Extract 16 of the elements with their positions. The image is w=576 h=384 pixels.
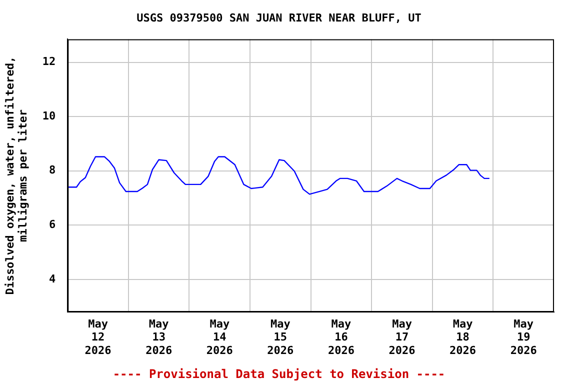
y-tick-label: 10 [42, 109, 56, 122]
x-tick-label: May 18 2026 [450, 317, 476, 357]
x-tick-label: May 15 2026 [267, 317, 294, 357]
y-tick-label: 12 [42, 55, 56, 68]
x-tick-label: May 13 2026 [146, 317, 172, 357]
x-tick-label: May 16 2026 [328, 317, 355, 357]
y-tick-label: 4 [49, 272, 56, 286]
x-tick-label: May 19 2026 [510, 317, 538, 357]
y-axis-title: Dissolved oxygen, water, unfiltered, milligrams per liter [3, 56, 30, 295]
x-tick-label: May 12 2026 [84, 317, 112, 357]
y-tick-label: 6 [49, 218, 56, 231]
x-tick-label: May 17 2026 [388, 317, 416, 357]
x-tick-label: May 14 2026 [206, 317, 234, 357]
y-tick-label: 8 [49, 164, 56, 177]
text: ---- Provisional Data Subject to Revision ---- [112, 366, 446, 381]
chart-title: USGS 09379500 SAN JUAN RIVER NEAR BLUFF, UT [136, 11, 422, 24]
